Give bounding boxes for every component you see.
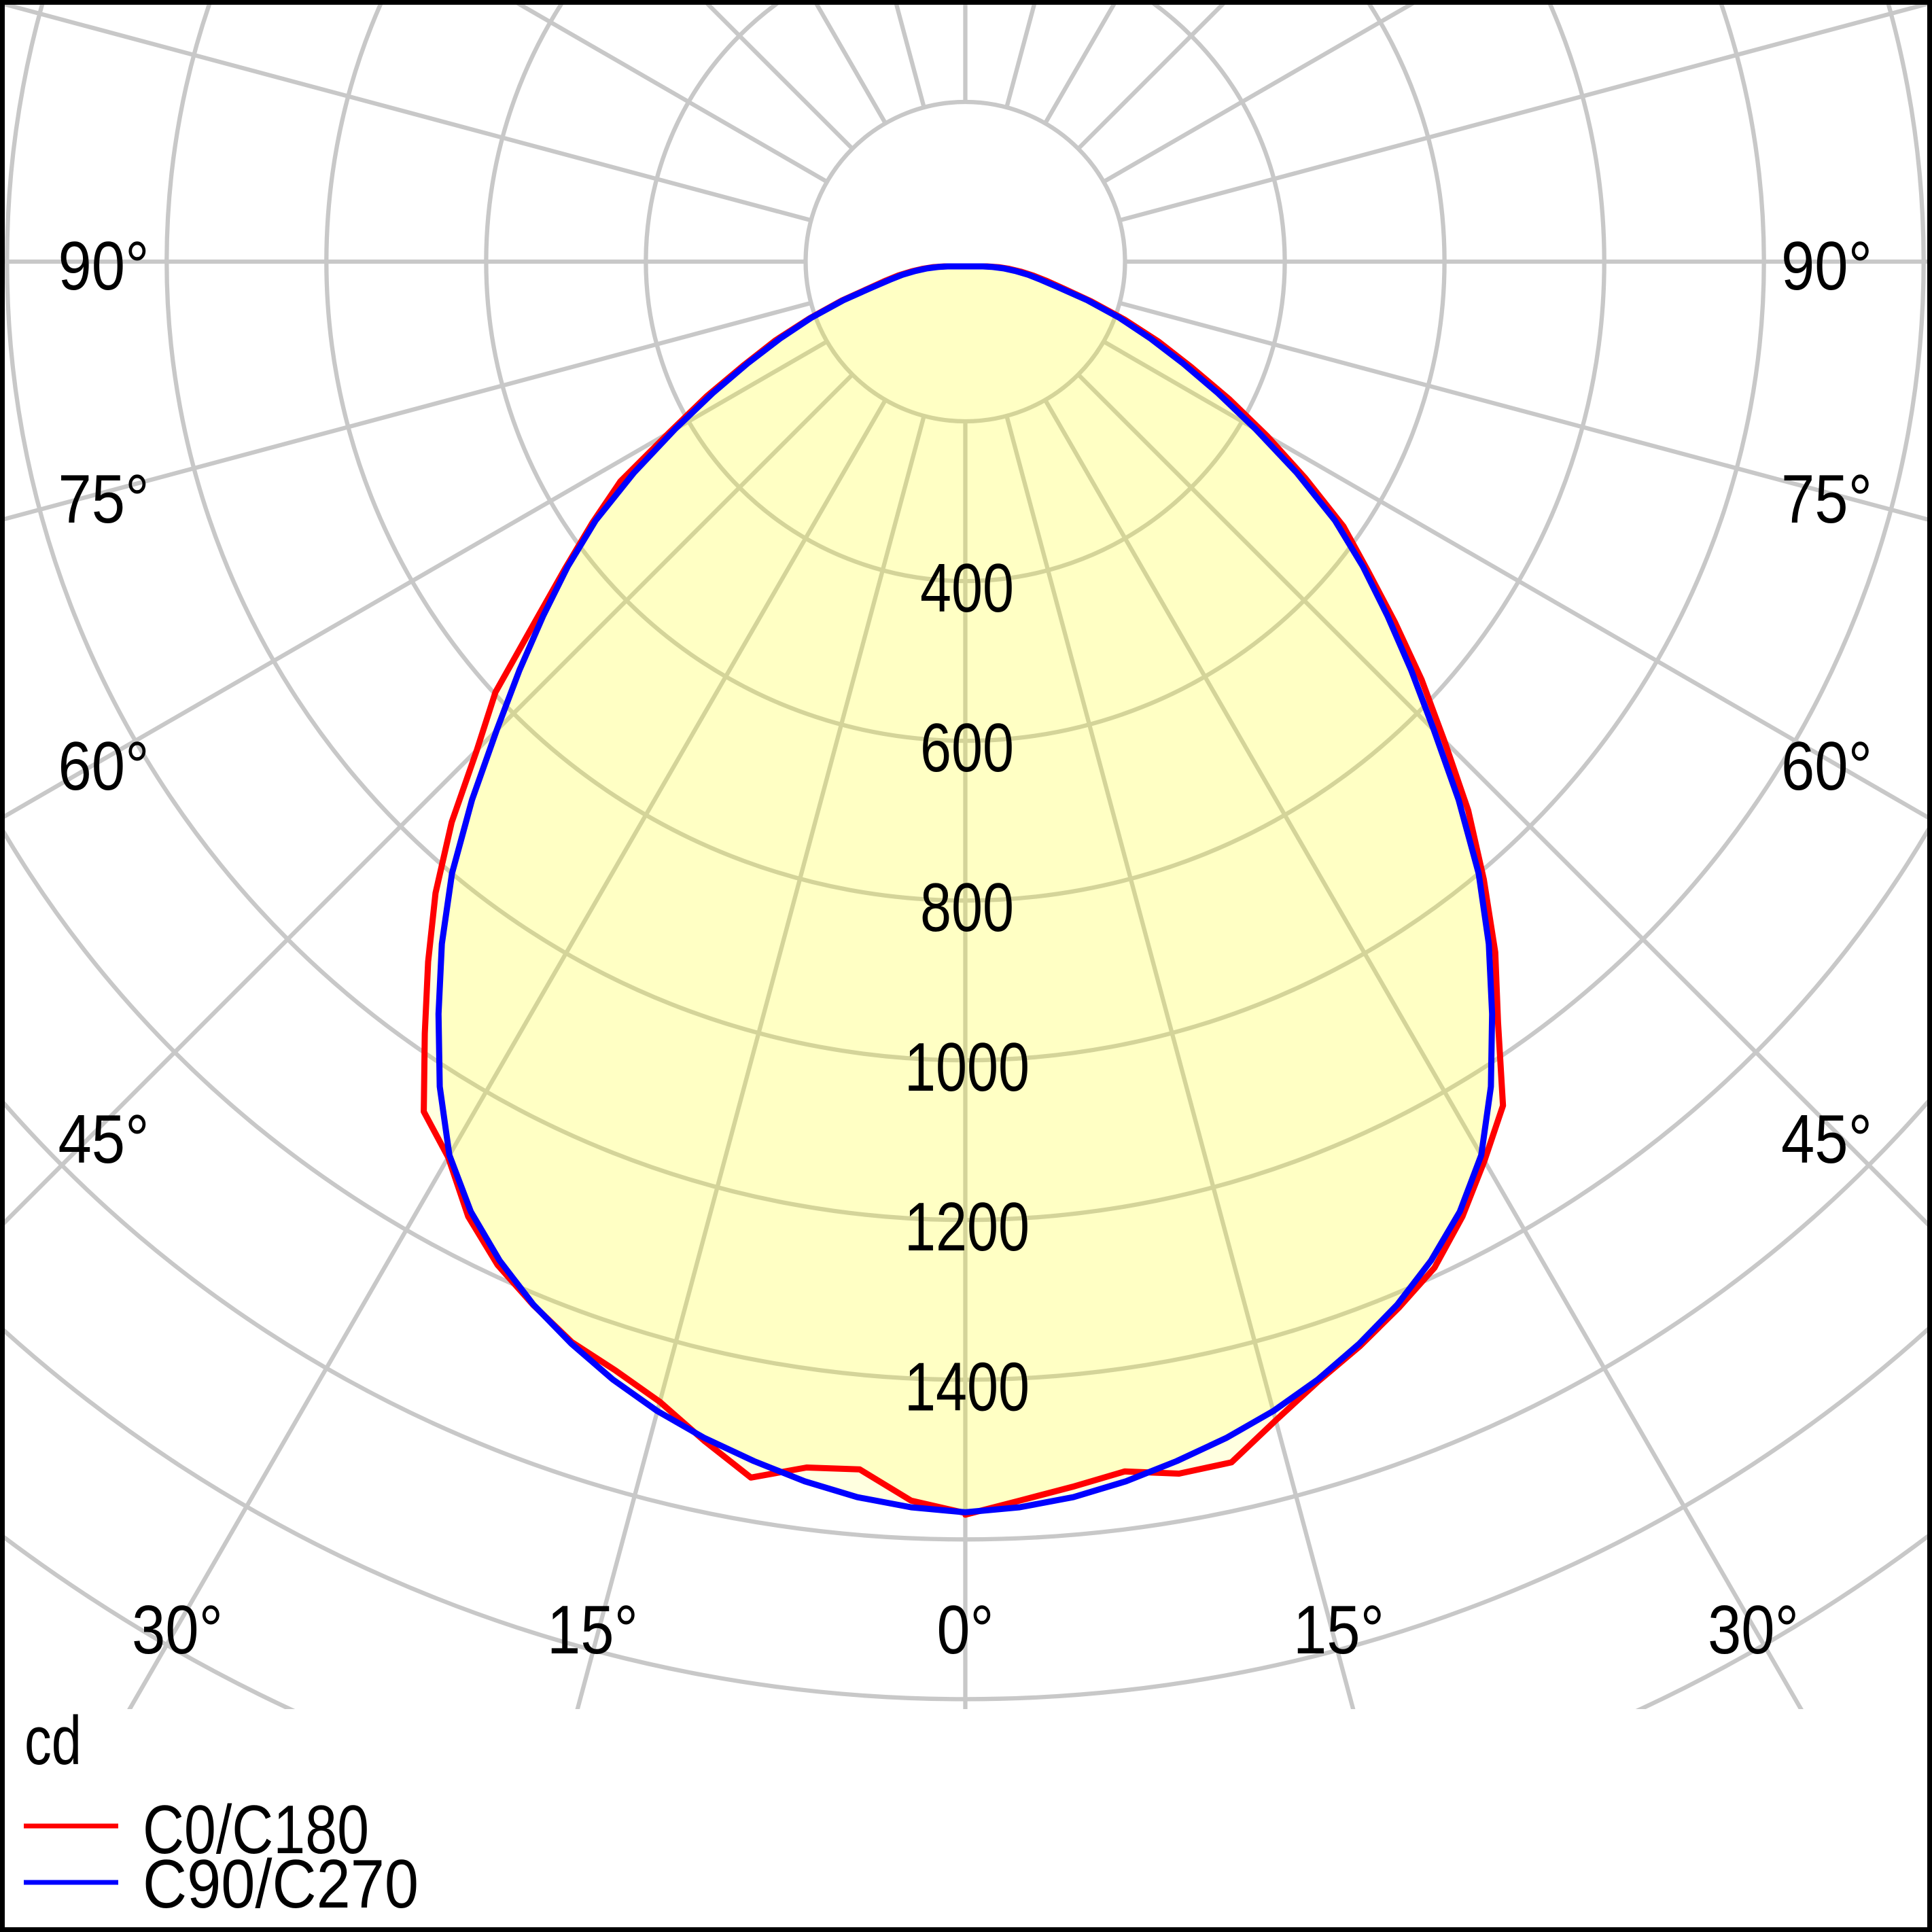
svg-text:0°: 0° xyxy=(937,1592,994,1668)
svg-text:1200: 1200 xyxy=(904,1189,1030,1265)
svg-text:600: 600 xyxy=(920,710,1014,786)
svg-text:30°: 30° xyxy=(1708,1592,1799,1668)
svg-text:1400: 1400 xyxy=(904,1349,1030,1425)
svg-text:90°: 90° xyxy=(58,228,150,304)
svg-text:15°: 15° xyxy=(547,1592,638,1668)
svg-text:C90/C270: C90/C270 xyxy=(143,1846,419,1922)
svg-text:75°: 75° xyxy=(58,461,150,538)
svg-text:75°: 75° xyxy=(1781,461,1872,538)
svg-text:400: 400 xyxy=(920,550,1014,627)
svg-text:C0/C180: C0/C180 xyxy=(143,1792,369,1868)
svg-text:30°: 30° xyxy=(132,1592,223,1668)
svg-text:60°: 60° xyxy=(58,728,150,805)
svg-text:45°: 45° xyxy=(58,1102,150,1178)
svg-text:90°: 90° xyxy=(1781,228,1872,304)
svg-text:60°: 60° xyxy=(1781,728,1872,805)
svg-text:800: 800 xyxy=(920,870,1014,946)
svg-text:15°: 15° xyxy=(1293,1592,1384,1668)
svg-text:45°: 45° xyxy=(1781,1102,1872,1178)
svg-text:1000: 1000 xyxy=(904,1030,1030,1106)
svg-text:cd: cd xyxy=(24,1703,82,1779)
